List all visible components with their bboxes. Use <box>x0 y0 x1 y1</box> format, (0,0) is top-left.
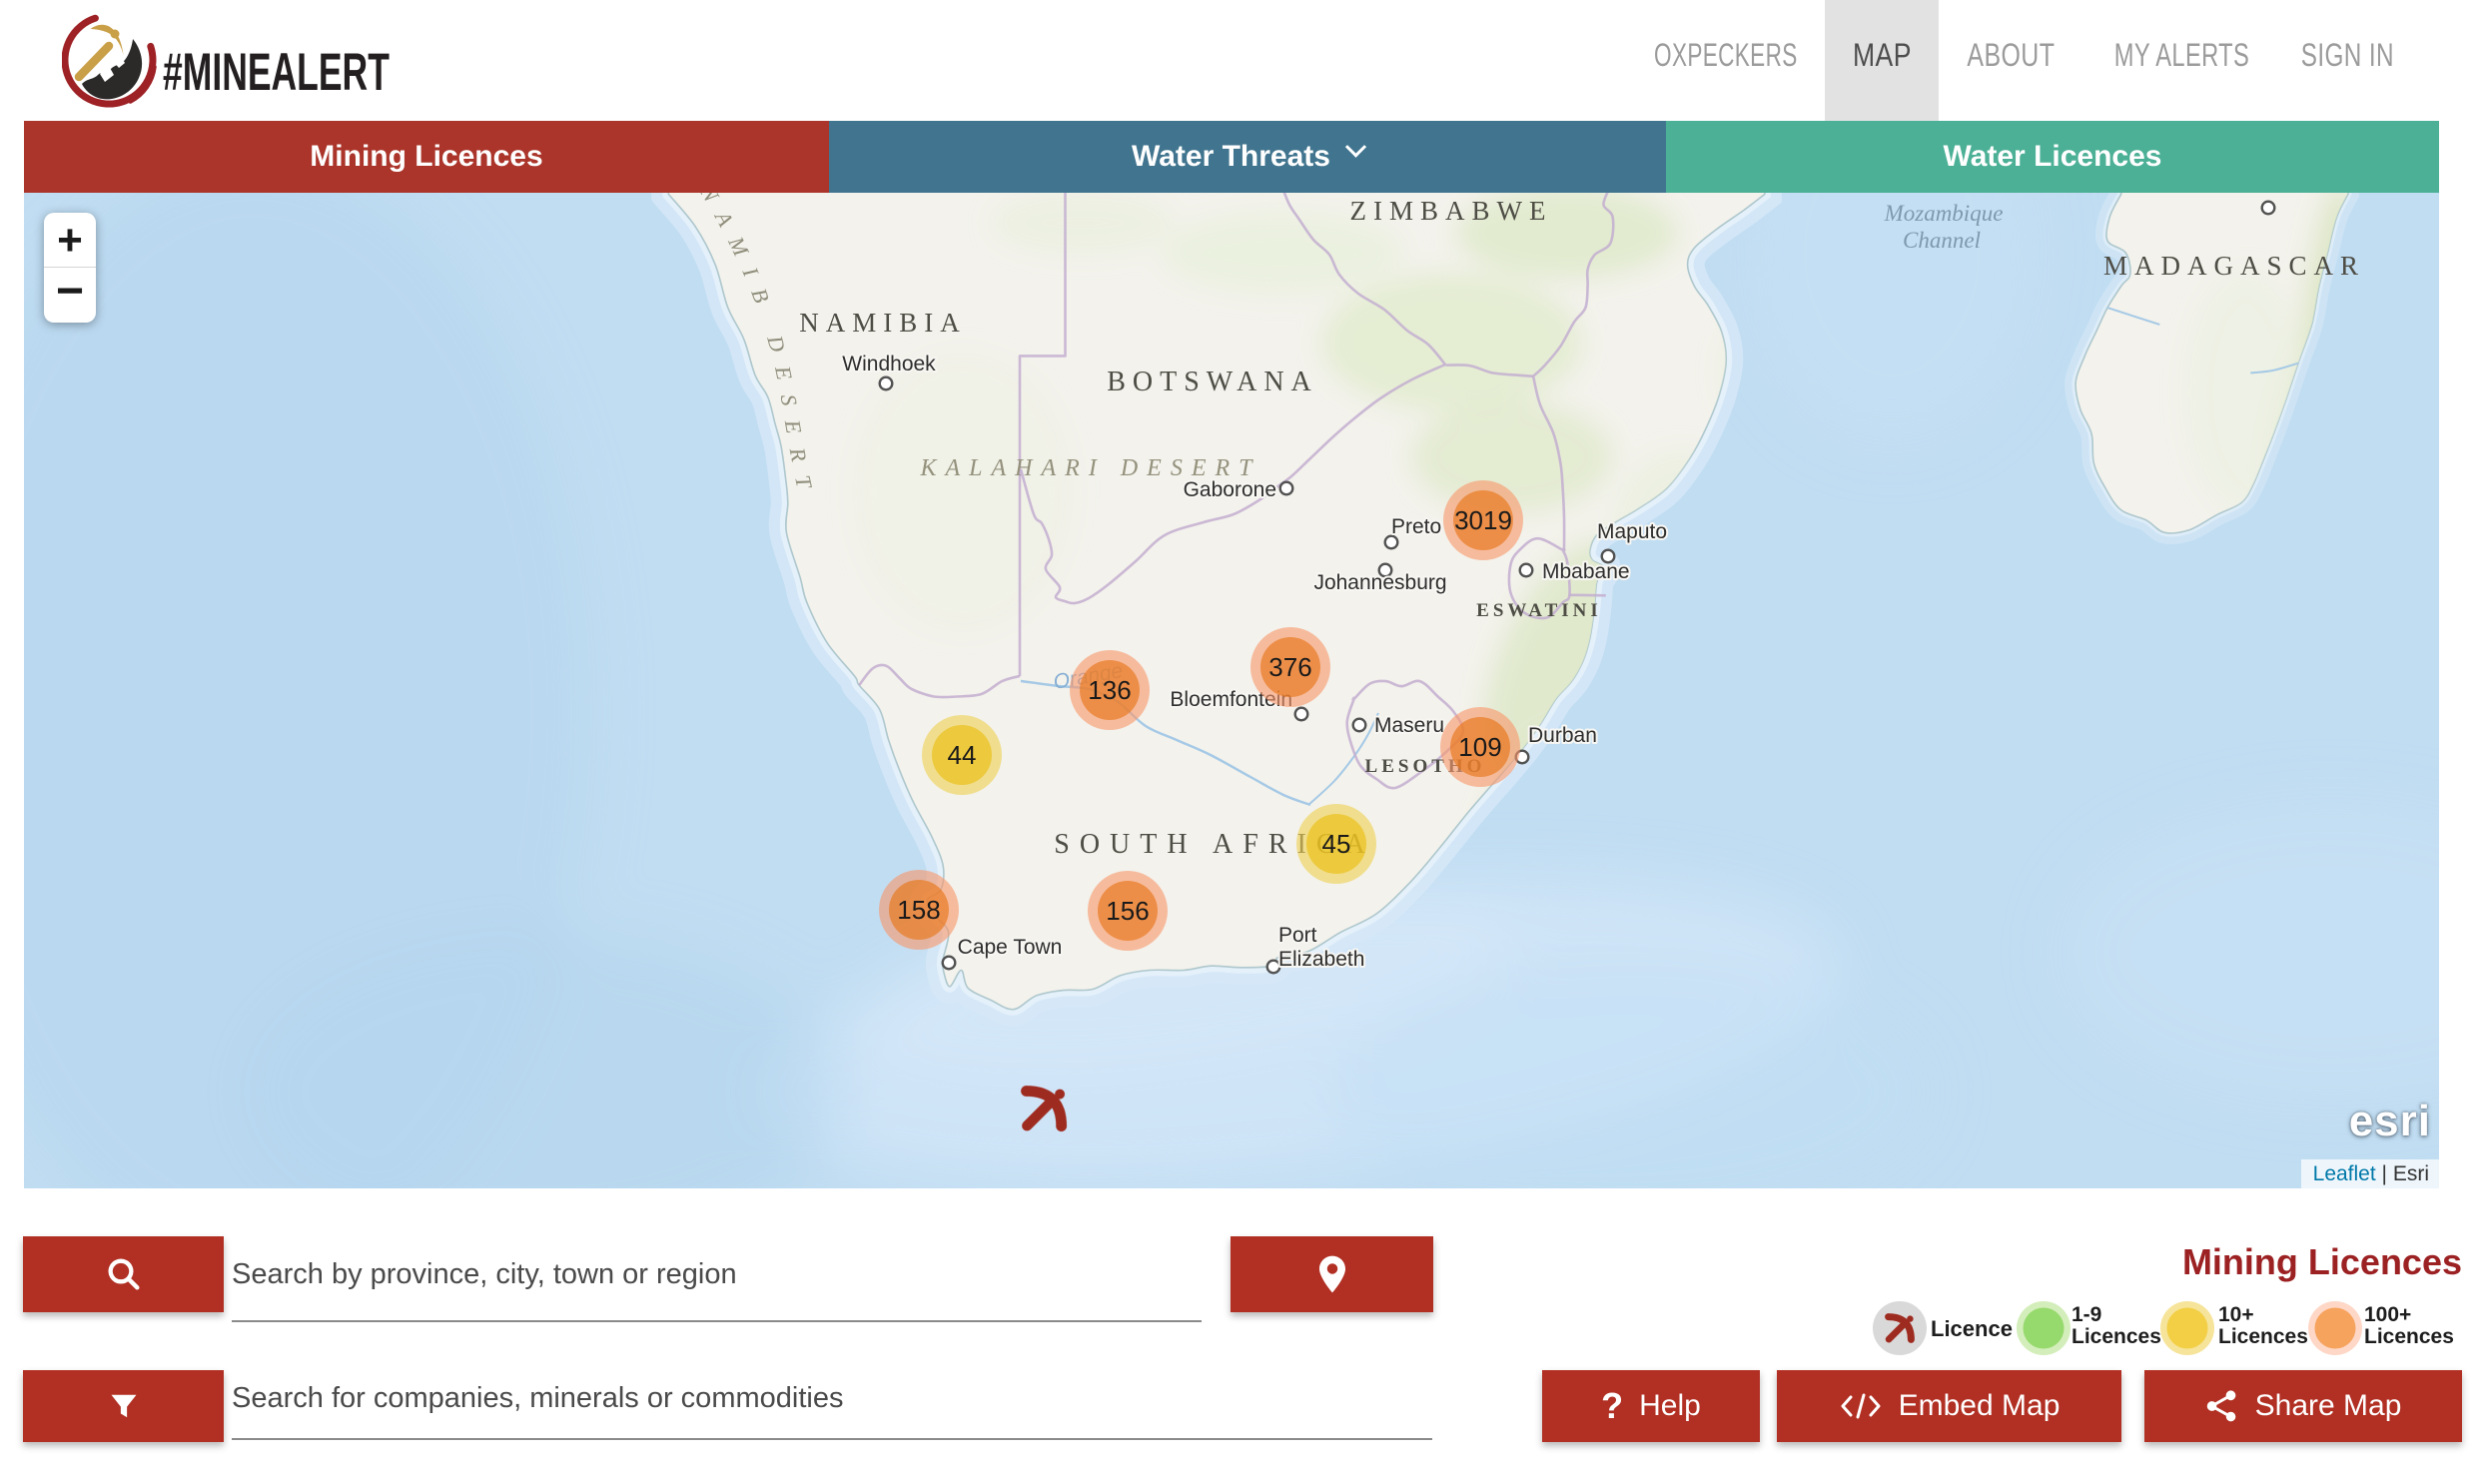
svg-text:10+: 10+ <box>2218 1303 2254 1326</box>
svg-text:Johannesburg: Johannesburg <box>1313 571 1446 594</box>
svg-text:BOTSWANA: BOTSWANA <box>1107 367 1318 397</box>
svg-text:100+: 100+ <box>2364 1303 2411 1326</box>
svg-text:Channel: Channel <box>1903 228 1981 253</box>
svg-text:Licences: Licences <box>2364 1325 2454 1348</box>
svg-text:Licence: Licence <box>1931 1316 2013 1341</box>
svg-text:45: 45 <box>1322 829 1351 859</box>
svg-text:Gaborone: Gaborone <box>1184 478 1276 501</box>
svg-text:Licences: Licences <box>2071 1325 2161 1348</box>
svg-text:Maputo: Maputo <box>1597 520 1667 543</box>
svg-text:Preto: Preto <box>1391 515 1441 538</box>
svg-text:Durban: Durban <box>1528 724 1597 747</box>
svg-text:Mbabane: Mbabane <box>1542 560 1630 583</box>
svg-text:MADAGASCAR: MADAGASCAR <box>2103 251 2365 281</box>
svg-text:376: 376 <box>1268 652 1311 682</box>
svg-text:Elizabeth: Elizabeth <box>1278 948 1364 971</box>
svg-text:136: 136 <box>1088 675 1131 705</box>
svg-text:3019: 3019 <box>1454 505 1512 535</box>
svg-text:158: 158 <box>897 895 940 925</box>
svg-text:Port: Port <box>1278 924 1317 947</box>
svg-text:Windhoek: Windhoek <box>842 353 936 375</box>
svg-text:Mozambique: Mozambique <box>1884 201 2004 226</box>
svg-text:KALAHARI DESERT: KALAHARI DESERT <box>920 455 1261 481</box>
svg-text:Licences: Licences <box>2218 1325 2308 1348</box>
svg-text:109: 109 <box>1458 732 1501 762</box>
svg-text:1-9: 1-9 <box>2071 1303 2101 1326</box>
svg-text:156: 156 <box>1106 896 1149 926</box>
svg-text:ESWATINI: ESWATINI <box>1476 600 1602 621</box>
svg-text:ZIMBABWE: ZIMBABWE <box>1350 196 1553 226</box>
svg-text:Cape Town: Cape Town <box>958 936 1063 959</box>
svg-text:Maseru: Maseru <box>1374 714 1444 737</box>
svg-text:NAMIBIA: NAMIBIA <box>799 308 967 338</box>
svg-text:44: 44 <box>948 740 977 770</box>
